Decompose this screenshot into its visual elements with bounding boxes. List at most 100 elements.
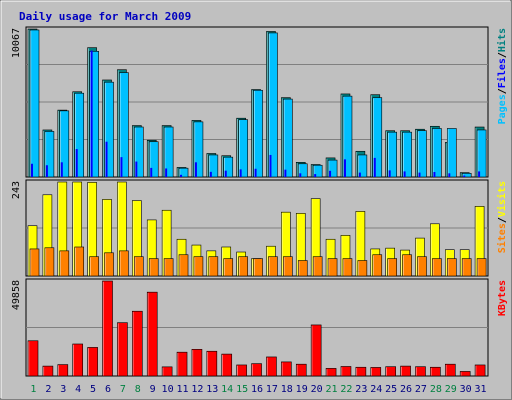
kbytes-bar bbox=[102, 280, 113, 377]
day-label: 24 bbox=[370, 384, 382, 395]
sites-bar bbox=[148, 258, 159, 277]
visits-ymax-label: 243 bbox=[11, 181, 22, 199]
files-bar bbox=[224, 170, 227, 177]
pages-bar bbox=[372, 97, 383, 178]
sites-bar bbox=[178, 254, 189, 277]
files-bar bbox=[269, 154, 272, 177]
kbytes-bar bbox=[161, 366, 173, 377]
kbytes-bar bbox=[266, 356, 277, 377]
day-label: 5 bbox=[90, 384, 96, 395]
sites-bar bbox=[402, 254, 412, 277]
sites-bar bbox=[297, 260, 308, 277]
visits-legend: Sites/Visits bbox=[496, 181, 508, 253]
legend-separator: / bbox=[497, 52, 508, 58]
kbytes-bar bbox=[325, 368, 337, 377]
kbytes-bar bbox=[87, 347, 98, 377]
legend-pages: Pages bbox=[497, 94, 508, 124]
sites-bar bbox=[387, 258, 397, 277]
kbytes-bar bbox=[236, 364, 247, 377]
pages-bar bbox=[148, 141, 159, 178]
pages-bar bbox=[89, 51, 99, 178]
files-bar bbox=[180, 174, 183, 177]
files-bar bbox=[135, 161, 138, 177]
sites-bar bbox=[238, 256, 248, 277]
kbytes-bar bbox=[221, 353, 233, 377]
sites-bar bbox=[104, 252, 114, 277]
files-bar bbox=[254, 168, 257, 177]
pages-bar bbox=[297, 163, 308, 178]
sites-bar bbox=[461, 258, 472, 277]
sites-bar bbox=[476, 258, 487, 277]
day-label: 2 bbox=[45, 384, 51, 395]
day-label: 12 bbox=[191, 384, 203, 395]
day-label: 28 bbox=[430, 384, 442, 395]
day-label: 19 bbox=[296, 384, 308, 395]
kbytes-bar bbox=[191, 349, 203, 377]
files-bar bbox=[373, 157, 376, 177]
pages-bar bbox=[268, 32, 278, 178]
requests-ymax-label: 10067 bbox=[11, 28, 22, 58]
kbytes-bar bbox=[370, 367, 382, 377]
kbytes-bar bbox=[444, 363, 456, 377]
pages-bar bbox=[29, 29, 40, 178]
kbytes-bar bbox=[251, 363, 262, 377]
kbytes-bar bbox=[72, 343, 84, 377]
pages-bar bbox=[342, 95, 353, 178]
sites-bar bbox=[446, 258, 457, 277]
pages-bar bbox=[461, 173, 472, 178]
files-bar bbox=[388, 170, 391, 177]
day-label: 30 bbox=[460, 384, 472, 395]
kbytes-bar bbox=[459, 371, 471, 377]
pages-bar bbox=[312, 164, 323, 178]
kbytes-bar bbox=[57, 364, 69, 377]
files-bar bbox=[299, 173, 302, 177]
pages-bar bbox=[134, 126, 144, 178]
pages-bar bbox=[59, 110, 70, 178]
kbytes-bar bbox=[340, 366, 352, 377]
files-bar bbox=[448, 173, 451, 177]
day-label: 16 bbox=[251, 384, 263, 395]
sites-bar bbox=[357, 260, 368, 277]
files-bar bbox=[478, 171, 481, 177]
pages-bar bbox=[119, 72, 129, 178]
pages-bar bbox=[417, 130, 427, 178]
kbytes-bar bbox=[27, 340, 39, 377]
files-bar bbox=[418, 172, 421, 177]
day-label: 14 bbox=[221, 384, 233, 395]
day-label: 15 bbox=[236, 384, 248, 395]
files-bar bbox=[358, 172, 361, 177]
kbytes-bar bbox=[132, 310, 143, 377]
pages-bar bbox=[283, 98, 293, 178]
kbytes-panel: 49858 KBytes bbox=[11, 278, 508, 377]
sites-bar bbox=[342, 258, 353, 277]
files-bar bbox=[314, 174, 317, 177]
day-label: 7 bbox=[120, 384, 126, 395]
sites-bar bbox=[59, 250, 70, 277]
pages-bar bbox=[476, 129, 487, 178]
sites-bar bbox=[29, 248, 40, 277]
pages-bar bbox=[387, 131, 397, 178]
day-label: 23 bbox=[355, 384, 367, 395]
day-label: 3 bbox=[60, 384, 66, 395]
legend-hits: Hits bbox=[496, 28, 508, 52]
day-label: 20 bbox=[311, 384, 323, 395]
sites-bar bbox=[134, 256, 144, 277]
day-label: 29 bbox=[445, 384, 457, 395]
files-bar bbox=[75, 149, 78, 177]
kbytes-bar bbox=[206, 350, 218, 377]
day-label: 4 bbox=[75, 384, 81, 395]
files-bar bbox=[105, 141, 108, 177]
files-bar bbox=[403, 171, 406, 177]
day-label: 31 bbox=[475, 384, 487, 395]
pages-bar bbox=[357, 154, 368, 178]
kbytes-bar bbox=[474, 364, 486, 377]
sites-bar bbox=[432, 258, 442, 277]
sites-bar bbox=[312, 256, 323, 277]
kbytes-bar bbox=[176, 351, 188, 377]
legend-separator: / bbox=[497, 217, 508, 223]
kbytes-bar bbox=[117, 322, 128, 377]
pages-bar bbox=[74, 92, 85, 178]
kbytes-bar bbox=[385, 366, 396, 377]
pages-bar bbox=[446, 128, 457, 178]
